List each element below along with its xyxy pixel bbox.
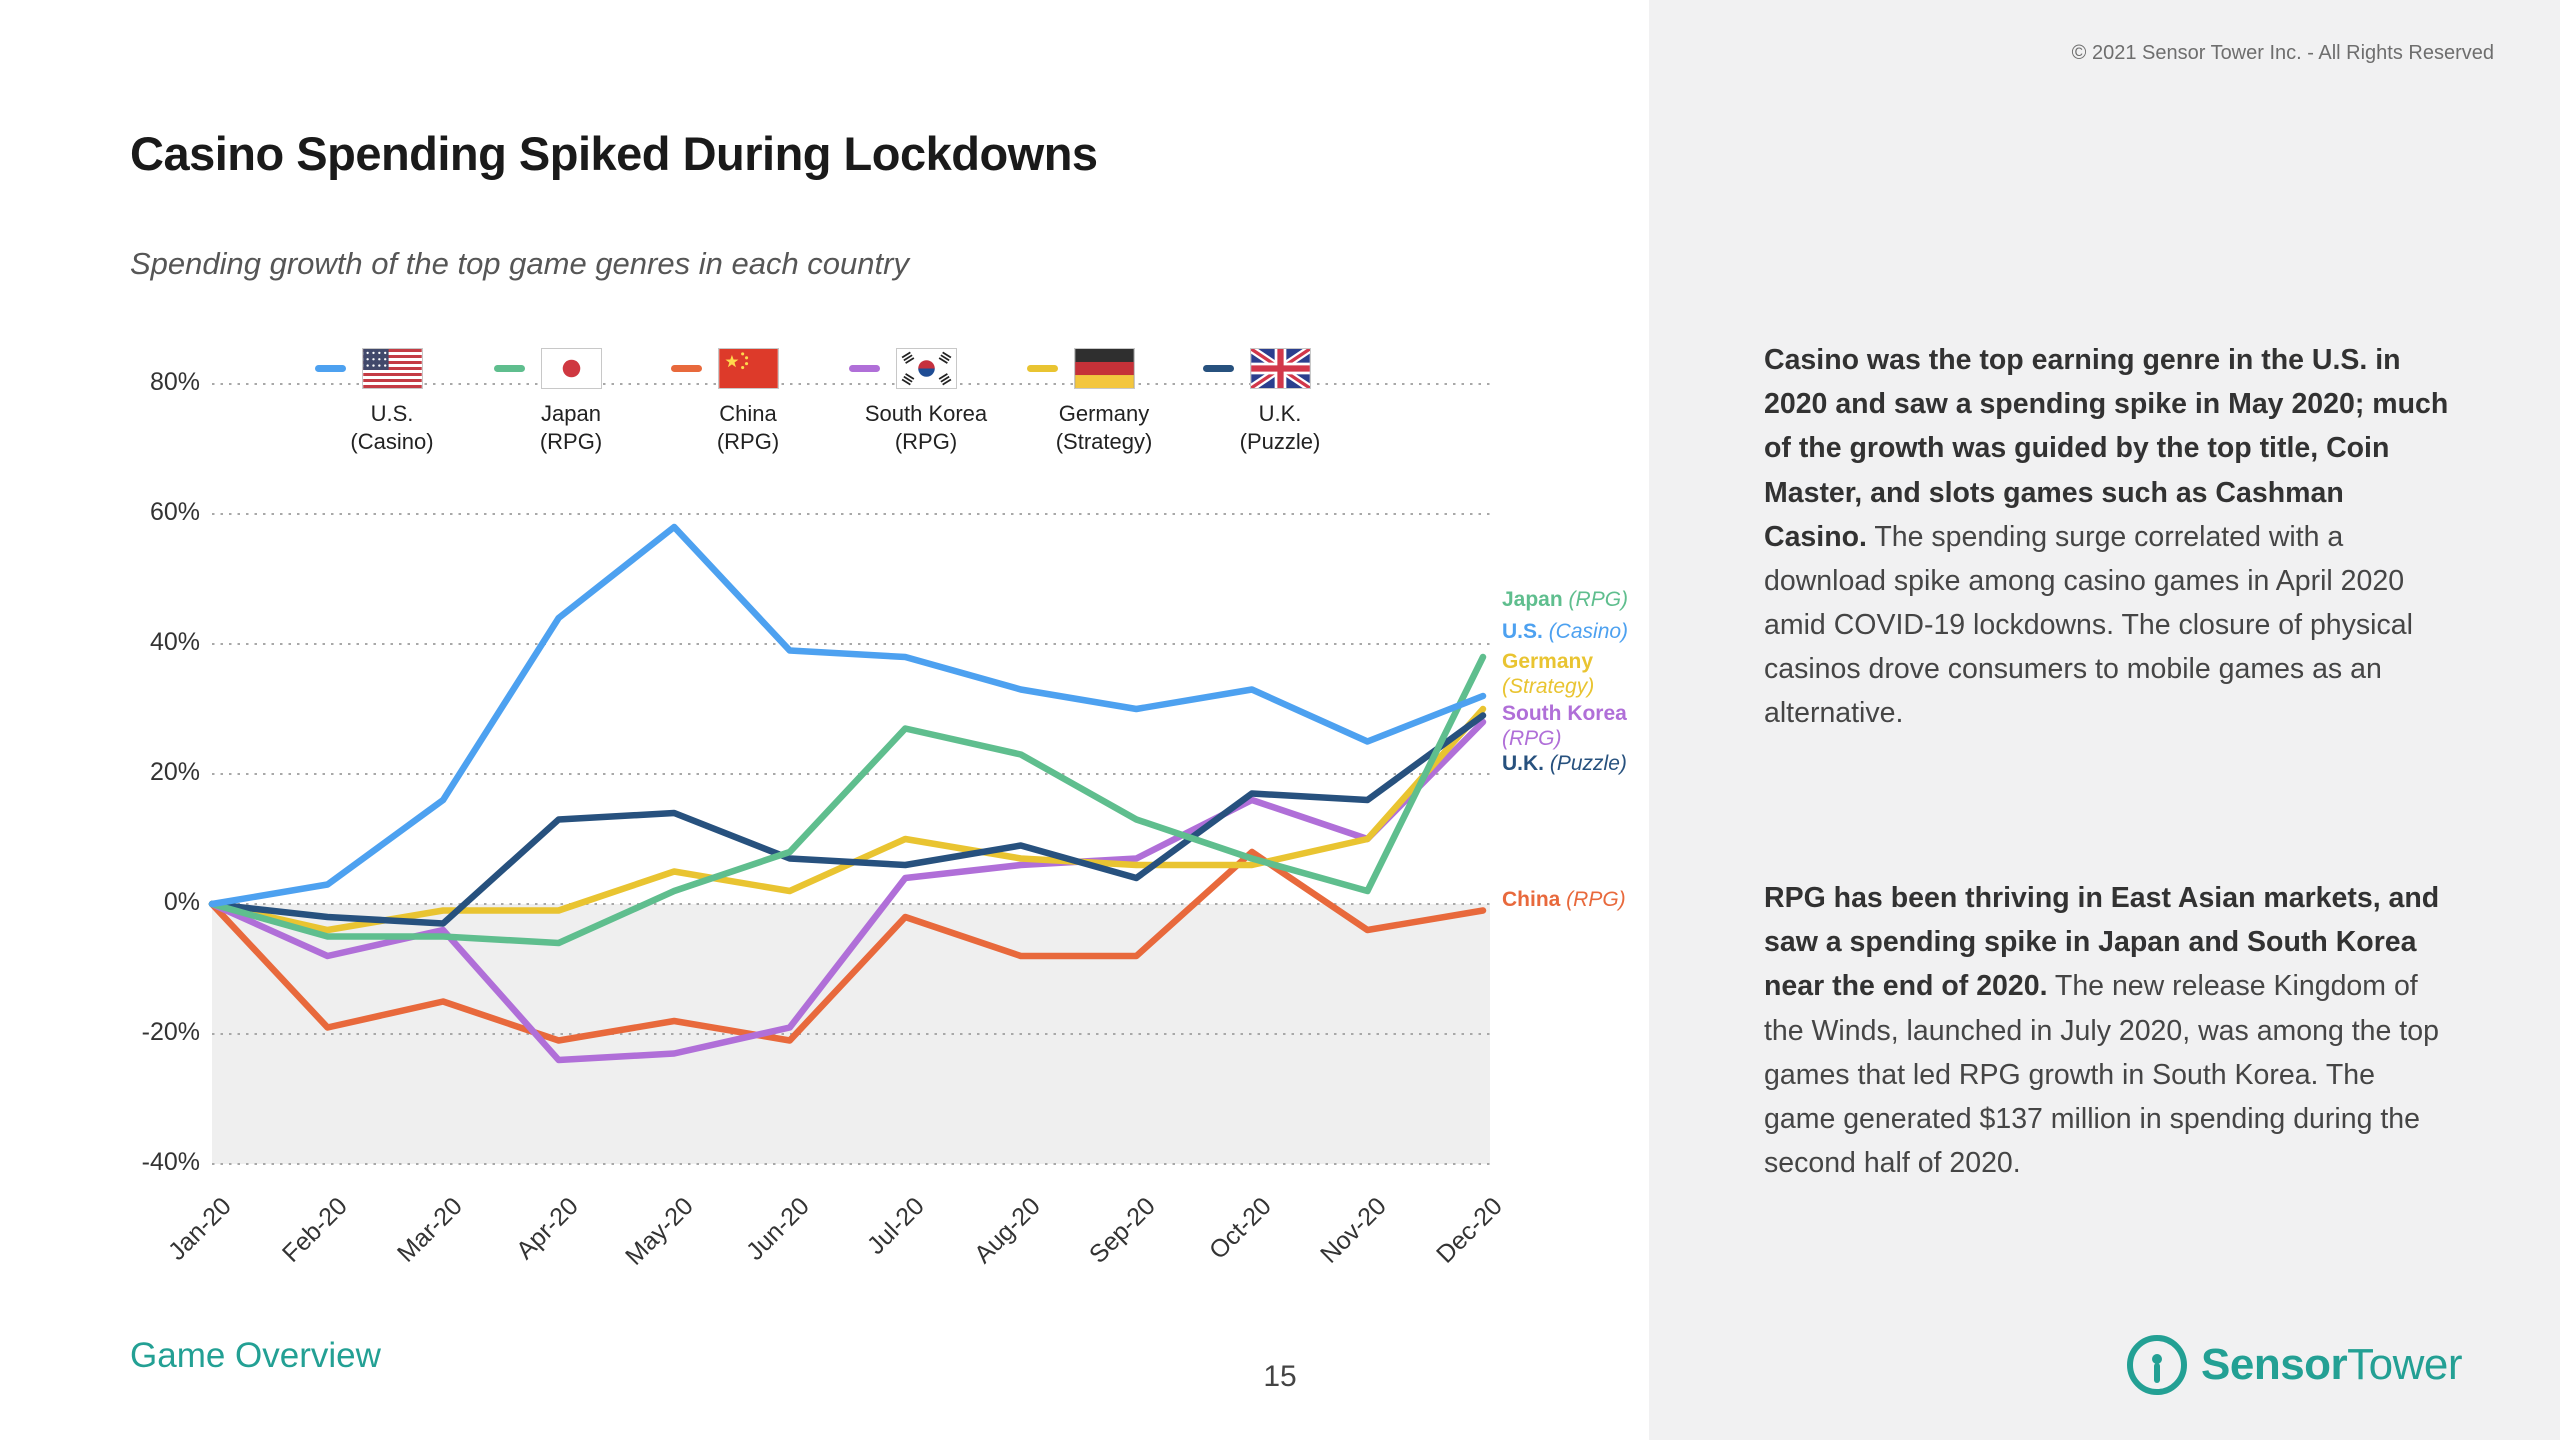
legend-color-dash xyxy=(314,365,346,372)
y-axis-tick-label: 40% xyxy=(149,628,200,656)
legend-country-label: Japan xyxy=(541,401,601,426)
china-flag-icon xyxy=(717,348,779,389)
legend-country-label: U.S. xyxy=(370,401,414,426)
legend-country-label: South Korea xyxy=(864,401,988,426)
legend-item-south-korea: South Korea RPG xyxy=(837,348,1015,455)
legend-genre-label: Strategy xyxy=(1056,428,1153,456)
page-number: 15 xyxy=(1263,1360,1297,1393)
commentary-panel xyxy=(1649,0,2560,1440)
legend-country-label: Germany xyxy=(1058,401,1150,426)
legend-color-dash xyxy=(848,365,880,372)
commentary-regular-text: The new release Kingdom of the Winds, la… xyxy=(1764,970,2439,1180)
series-end-label: South Korea (RPG) xyxy=(1502,702,1627,750)
legend-flag-us xyxy=(314,348,423,389)
uk-flag-icon xyxy=(1249,348,1311,389)
commentary-regular-text: The spending surge correlated with a dow… xyxy=(1764,520,2413,730)
legend-genre-label: RPG xyxy=(717,428,779,456)
y-axis-tick-label: 20% xyxy=(149,758,200,786)
y-axis-tick-label: -20% xyxy=(141,1018,200,1046)
page-subtitle: Spending growth of the top game genres i… xyxy=(130,246,909,281)
south-korea-flag-icon xyxy=(895,348,957,389)
section-label: Game Overview xyxy=(130,1336,381,1375)
commentary-bold-text: Casino was the top earning genre in the … xyxy=(1764,344,2449,553)
y-axis-tick-label: 0% xyxy=(163,888,200,916)
legend-item-us: U.S. Casino xyxy=(303,348,481,455)
legend-color-dash xyxy=(670,365,702,372)
spending-growth-line-chart xyxy=(208,383,1490,1165)
copyright-text: © 2021 Sensor Tower Inc. - All Rights Re… xyxy=(2071,42,2494,64)
commentary-paragraph-casino: Casino was the top earning genre in the … xyxy=(1764,338,2452,736)
page-title: Casino Spending Spiked During Lockdowns xyxy=(130,127,1098,180)
legend-item-germany: Germany Strategy xyxy=(1015,348,1193,455)
us-flag-icon xyxy=(361,348,423,389)
legend-genre-label: Puzzle xyxy=(1240,428,1321,456)
sensor-tower-logo-icon xyxy=(2127,1335,2187,1395)
commentary-paragraph-rpg: RPG has been thriving in East Asian mark… xyxy=(1764,876,2452,1185)
sensor-tower-logo: SensorTower xyxy=(2126,1334,2463,1396)
japan-flag-icon xyxy=(540,348,602,389)
legend-genre-label: RPG xyxy=(895,428,957,456)
legend-country-label: U.K. xyxy=(1258,401,1302,426)
legend-country-label: China xyxy=(719,401,777,426)
logo-text-bold: Sensor xyxy=(2201,1340,2348,1389)
logo-text-regular: Tower xyxy=(2347,1340,2463,1389)
series-end-label: U.S. (Casino) xyxy=(1502,620,1629,643)
germany-flag-icon xyxy=(1073,348,1135,389)
legend-color-dash xyxy=(493,365,525,372)
y-axis-tick-label: -40% xyxy=(141,1148,200,1176)
legend-flag-japan xyxy=(493,348,602,389)
legend-flag-south-korea xyxy=(848,348,957,389)
legend-item-japan: Japan RPG xyxy=(482,348,660,455)
legend-genre-label: Casino xyxy=(350,428,433,456)
y-axis-tick-label: 60% xyxy=(149,498,200,526)
legend-item-china: China RPG xyxy=(659,348,837,455)
legend-flag-germany xyxy=(1026,348,1135,389)
commentary-bold-text: RPG has been thriving in East Asian mark… xyxy=(1764,882,2440,1003)
series-end-label: U.K. (Puzzle) xyxy=(1502,752,1627,775)
legend-genre-label: RPG xyxy=(540,428,602,456)
legend-color-dash xyxy=(1202,365,1234,372)
series-end-label: China (RPG) xyxy=(1502,888,1626,911)
series-end-label: Germany (Strategy) xyxy=(1502,650,1595,698)
series-end-label: Japan (RPG) xyxy=(1502,588,1629,611)
legend-item-uk: U.K. Puzzle xyxy=(1191,348,1369,455)
sensor-tower-logo-text: SensorTower xyxy=(2201,1340,2463,1390)
legend-color-dash xyxy=(1026,365,1058,372)
legend-flag-china xyxy=(670,348,779,389)
legend-flag-uk xyxy=(1202,348,1311,389)
y-axis-tick-label: 80% xyxy=(149,368,200,396)
